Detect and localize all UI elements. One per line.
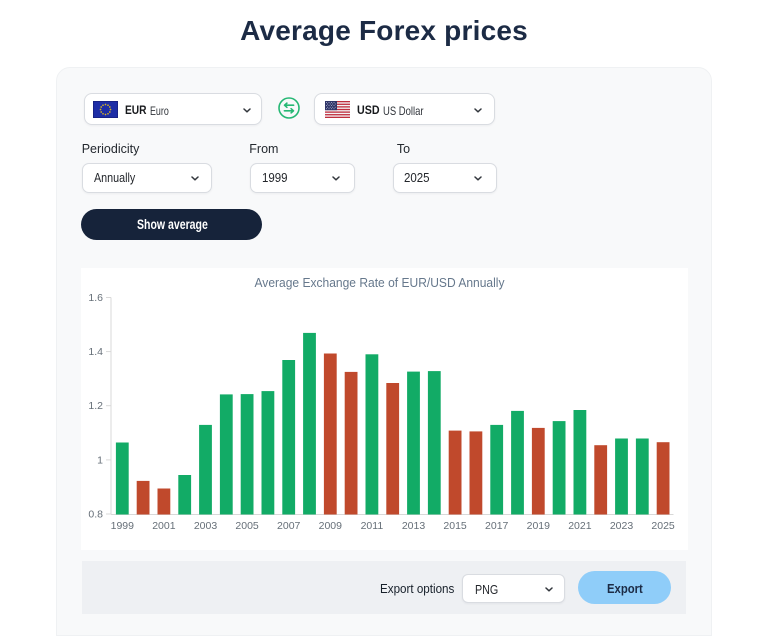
svg-text:2013: 2013 bbox=[402, 520, 426, 532]
svg-text:2009: 2009 bbox=[319, 520, 343, 532]
svg-text:1: 1 bbox=[97, 454, 103, 466]
svg-text:1.2: 1.2 bbox=[88, 400, 103, 412]
svg-text:2011: 2011 bbox=[361, 520, 384, 532]
svg-text:1.4: 1.4 bbox=[88, 346, 103, 358]
svg-text:2001: 2001 bbox=[152, 520, 176, 532]
svg-text:0.8: 0.8 bbox=[88, 509, 103, 521]
svg-text:2017: 2017 bbox=[485, 520, 509, 532]
svg-text:2021: 2021 bbox=[568, 520, 592, 532]
svg-text:1.6: 1.6 bbox=[88, 292, 103, 304]
svg-text:2003: 2003 bbox=[194, 520, 218, 532]
svg-text:2019: 2019 bbox=[527, 520, 551, 532]
svg-text:2007: 2007 bbox=[277, 520, 301, 532]
svg-text:2023: 2023 bbox=[610, 520, 634, 532]
svg-text:2025: 2025 bbox=[651, 520, 675, 532]
svg-text:1999: 1999 bbox=[111, 520, 135, 532]
svg-text:Average Exchange Rate of EUR/U: Average Exchange Rate of EUR/USD Annuall… bbox=[255, 276, 506, 290]
svg-text:2005: 2005 bbox=[235, 520, 259, 532]
svg-text:2015: 2015 bbox=[443, 520, 467, 532]
